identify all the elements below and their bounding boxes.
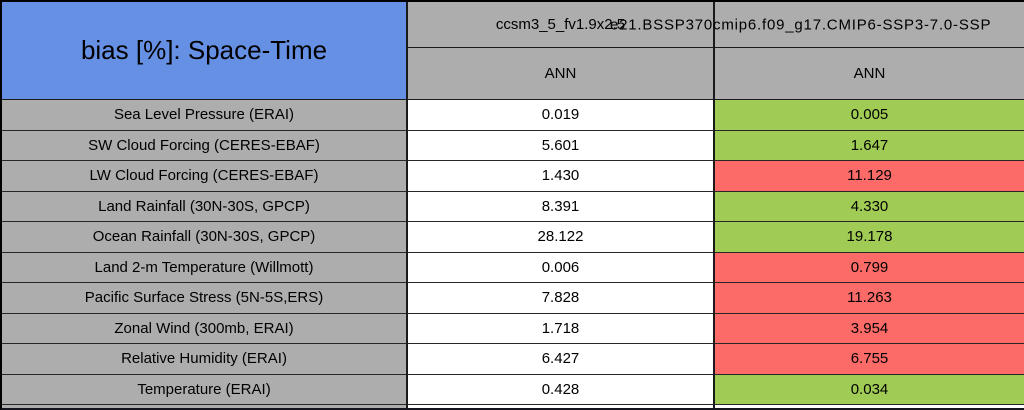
table-row: Pacific Surface Stress (5N-5S,ERS) 7.828 1… bbox=[2, 283, 1024, 314]
bias-value-cell: 1.647 bbox=[715, 130, 1024, 161]
bias-value-cell: 0.034 bbox=[715, 374, 1024, 405]
row-label: Pacific Surface Stress (5N-5S,ERS) bbox=[2, 283, 408, 314]
season-header: ANN bbox=[853, 65, 886, 82]
bias-value-cell: 3.954 bbox=[715, 313, 1024, 344]
row-label: Sea Level Pressure (ERAI) bbox=[2, 100, 408, 131]
bias-value-cell: 7.828 bbox=[408, 283, 715, 314]
season-cell: ANN bbox=[715, 48, 1024, 99]
bias-value-cell: 0.799 bbox=[715, 252, 1024, 283]
table-row: SW Cloud Forcing (CERES-EBAF) 5.601 1.647 bbox=[2, 130, 1024, 161]
table-header: bias [%]: Space-Time ccsm3_5_fv1.9x2.5 e… bbox=[2, 2, 1024, 100]
row-label: LW Cloud Forcing (CERES-EBAF) bbox=[2, 161, 408, 192]
table-title: bias [%]: Space-Time bbox=[80, 35, 328, 65]
bias-value-cell: 0.019 bbox=[408, 100, 715, 131]
model-name-cell: e21.BSSP370cmip6.f09_g17.CMIP6-SSP3-7.0-… bbox=[610, 2, 1024, 47]
row-label: Ocean Rainfall (30N-30S, GPCP) bbox=[2, 222, 408, 253]
table-row: Land 2-m Temperature (Willmott) 0.006 0.79… bbox=[2, 252, 1024, 283]
table-row: Relative Humidity (ERAI) 6.427 6.755 bbox=[2, 344, 1024, 375]
table-title-cell: bias [%]: Space-Time bbox=[2, 2, 408, 100]
table-rows: Sea Level Pressure (ERAI) 0.019 0.005 SW Cl… bbox=[2, 100, 1024, 405]
bias-value-cell: 0.005 bbox=[715, 100, 1024, 131]
model-name-row: ccsm3_5_fv1.9x2.5 e21.BSSP370cmip6.f09_g… bbox=[408, 2, 1024, 48]
table-row: Temperature (ERAI) 0.428 0.034 bbox=[2, 374, 1024, 405]
bottom-clip-label-cell bbox=[2, 405, 408, 408]
row-label: Relative Humidity (ERAI) bbox=[2, 344, 408, 375]
bias-value-cell: 11.263 bbox=[715, 283, 1024, 314]
model-name-cell: ccsm3_5_fv1.9x2.5 bbox=[408, 2, 715, 47]
table-row: Sea Level Pressure (ERAI) 0.019 0.005 bbox=[2, 100, 1024, 131]
season-row: ANN ANN bbox=[408, 48, 1024, 100]
row-label: SW Cloud Forcing (CERES-EBAF) bbox=[2, 130, 408, 161]
bias-value-cell: 1.718 bbox=[408, 313, 715, 344]
bias-value-cell: 6.427 bbox=[408, 344, 715, 375]
table-row: Land Rainfall (30N-30S, GPCP) 8.391 4.330 bbox=[2, 191, 1024, 222]
row-label: Temperature (ERAI) bbox=[2, 374, 408, 405]
bias-value-cell: 19.178 bbox=[715, 222, 1024, 253]
model-name-header-clipped: e21.BSSP370cmip6.f09_g17.CMIP6-SSP3-7.0-… bbox=[610, 16, 992, 33]
row-label: Zonal Wind (300mb, ERAI) bbox=[2, 313, 408, 344]
model-name-header: ccsm3_5_fv1.9x2.5 bbox=[495, 16, 626, 33]
bias-value-cell: 0.006 bbox=[408, 252, 715, 283]
bottom-clip-value-cell bbox=[408, 405, 715, 408]
bottom-clip-value-cell bbox=[715, 405, 1024, 408]
season-header: ANN bbox=[544, 65, 577, 82]
row-label: Land 2-m Temperature (Willmott) bbox=[2, 252, 408, 283]
bias-value-cell: 1.430 bbox=[408, 161, 715, 192]
table-row: LW Cloud Forcing (CERES-EBAF) 1.430 11.129 bbox=[2, 161, 1024, 192]
bias-value-cell: 4.330 bbox=[715, 191, 1024, 222]
table-row: Ocean Rainfall (30N-30S, GPCP) 28.122 19.1… bbox=[2, 222, 1024, 253]
row-label: Land Rainfall (30N-30S, GPCP) bbox=[2, 191, 408, 222]
bias-value-cell: 5.601 bbox=[408, 130, 715, 161]
table-bottom-clip bbox=[2, 405, 1024, 408]
bias-value-cell: 11.129 bbox=[715, 161, 1024, 192]
bias-value-cell: 6.755 bbox=[715, 344, 1024, 375]
bias-value-cell: 28.122 bbox=[408, 222, 715, 253]
bias-value-cell: 0.428 bbox=[408, 374, 715, 405]
bias-value-cell: 8.391 bbox=[408, 191, 715, 222]
season-cell: ANN bbox=[408, 48, 715, 99]
table-row: Zonal Wind (300mb, ERAI) 1.718 3.954 bbox=[2, 313, 1024, 344]
